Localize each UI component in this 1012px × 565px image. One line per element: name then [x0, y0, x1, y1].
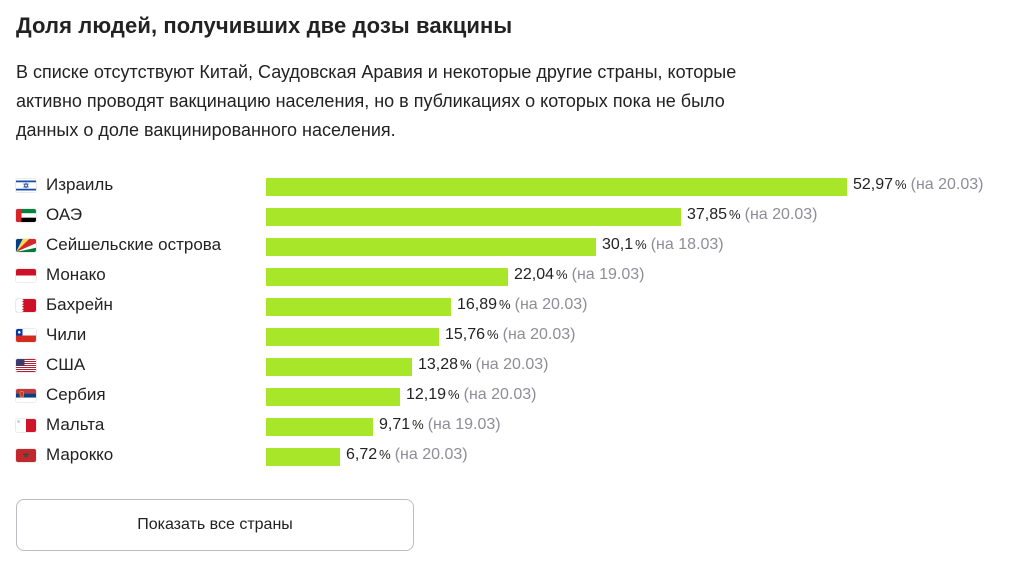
country-label: Израиль: [46, 175, 114, 194]
value-date: (на 18.03): [650, 236, 724, 253]
bar: [266, 328, 439, 346]
value-unit: %: [729, 207, 741, 222]
chart-row: Марокко 6,72% (на 20.03): [16, 441, 1006, 471]
value-number: 9,71: [379, 416, 411, 433]
value-number: 16,89: [457, 296, 498, 313]
value-label: 9,71% (на 19.03): [379, 416, 501, 434]
value-label: 22,04% (на 19.03): [514, 266, 644, 284]
bar: [266, 268, 508, 286]
show-all-countries-button[interactable]: Показать все страны: [16, 499, 414, 551]
country-label: Бахрейн: [46, 295, 113, 314]
value-label: 52,97% (на 20.03): [853, 176, 983, 194]
seychelles-flag-icon: [16, 239, 36, 252]
value-unit: %: [448, 387, 460, 402]
value-number: 30,1: [602, 236, 634, 253]
value-number: 6,72: [346, 446, 378, 463]
chile-flag-icon: [16, 329, 36, 342]
value-unit: %: [499, 297, 511, 312]
bar: [266, 358, 412, 376]
chart-row: Сербия 12,19% (на 20.03): [16, 381, 1006, 411]
uae-flag-icon: [16, 209, 36, 222]
value-label: 13,28% (на 20.03): [418, 356, 548, 374]
value-label: 12,19% (на 20.03): [406, 386, 536, 404]
country-label: Марокко: [46, 445, 114, 464]
chart-row: Чили 15,76% (на 20.03): [16, 321, 1006, 351]
value-date: (на 20.03): [475, 356, 549, 373]
israel-flag-icon: [16, 179, 36, 192]
chart-row: Мальта 9,71% (на 19.03): [16, 411, 1006, 441]
value-number: 13,28: [418, 356, 459, 373]
value-unit: %: [487, 327, 499, 342]
value-label: 37,85% (на 20.03): [687, 206, 817, 224]
chart-title: Доля людей, получивших две дозы вакцины: [16, 13, 513, 38]
value-date: (на 20.03): [394, 446, 468, 463]
chart-row: США 13,28% (на 20.03): [16, 351, 1006, 381]
bar: [266, 388, 400, 406]
serbia-flag-icon: [16, 389, 36, 402]
value-date: (на 20.03): [463, 386, 537, 403]
value-label: 30,1% (на 18.03): [602, 236, 724, 254]
value-number: 12,19: [406, 386, 447, 403]
chart-row: Бахрейн 16,89% (на 20.03): [16, 291, 1006, 321]
chart-row: Сейшельские острова 30,1% (на 18.03): [16, 231, 1006, 261]
value-number: 37,85: [687, 206, 728, 223]
morocco-flag-icon: [16, 449, 36, 462]
value-unit: %: [379, 447, 391, 462]
value-date: (на 20.03): [514, 296, 588, 313]
bar: [266, 238, 596, 256]
bar: [266, 448, 340, 466]
country-label: Монако: [46, 265, 106, 284]
chart-description: В списке отсутствуют Китай, Саудовская А…: [16, 62, 737, 140]
country-label: ОАЭ: [46, 205, 83, 224]
country-label: Чили: [46, 325, 87, 344]
value-number: 52,97: [853, 176, 894, 193]
value-unit: %: [635, 237, 647, 252]
value-date: (на 20.03): [744, 206, 818, 223]
value-date: (на 20.03): [910, 176, 984, 193]
malta-flag-icon: [16, 419, 36, 432]
value-date: (на 19.03): [571, 266, 645, 283]
monaco-flag-icon: [16, 269, 36, 282]
value-unit: %: [460, 357, 472, 372]
value-date: (на 20.03): [502, 326, 576, 343]
country-label: США: [46, 355, 86, 374]
value-unit: %: [556, 267, 568, 282]
value-number: 22,04: [514, 266, 555, 283]
value-date: (на 19.03): [427, 416, 501, 433]
country-label: Сербия: [46, 385, 106, 404]
value-unit: %: [412, 417, 424, 432]
chart-row: Монако 22,04% (на 19.03): [16, 261, 1006, 291]
value-number: 15,76: [445, 326, 486, 343]
value-label: 6,72% (на 20.03): [346, 446, 468, 464]
value-label: 15,76% (на 20.03): [445, 326, 575, 344]
bahrain-flag-icon: [16, 299, 36, 312]
bar: [266, 178, 847, 196]
chart-row: Израиль 52,97% (на 20.03): [16, 171, 1006, 201]
chart-row: ОАЭ 37,85% (на 20.03): [16, 201, 1006, 231]
bar: [266, 418, 373, 436]
country-label: Мальта: [46, 415, 105, 434]
country-label: Сейшельские острова: [46, 235, 222, 254]
bar: [266, 298, 451, 316]
value-unit: %: [895, 177, 907, 192]
usa-flag-icon: [16, 359, 36, 372]
bar: [266, 208, 681, 226]
value-label: 16,89% (на 20.03): [457, 296, 587, 314]
bar-chart: Израиль 52,97% (на 20.03) ОАЭ 37,85% (на 20.0…: [16, 171, 1006, 471]
